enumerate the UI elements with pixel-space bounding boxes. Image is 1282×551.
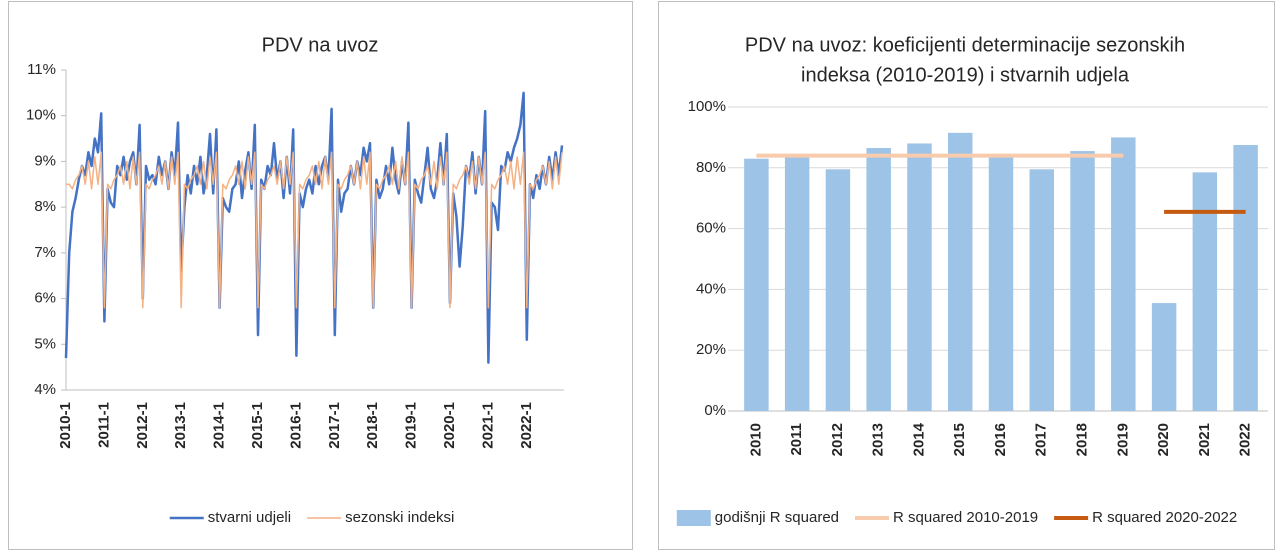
- bar: [744, 158, 769, 411]
- y-tick-label: 9%: [34, 152, 56, 169]
- x-tick-label: 2016-1: [287, 402, 304, 449]
- y-tick-label: 100%: [688, 98, 726, 115]
- chart-title: indeksa (2010-2019) i stvarnih udjela: [801, 64, 1130, 86]
- y-tick-label: 80%: [696, 159, 726, 176]
- x-tick-label: 2018-1: [364, 402, 381, 449]
- x-tick-label: 2014: [910, 422, 927, 456]
- x-tick-label: 2019-1: [403, 402, 420, 449]
- legend-label: R squared 2020-2022: [1092, 509, 1237, 526]
- x-tick-label: 2021-1: [479, 402, 496, 449]
- x-tick-label: 2015-1: [249, 402, 266, 449]
- bar: [825, 169, 851, 411]
- y-tick-label: 6%: [34, 290, 56, 307]
- y-tick-label: 5%: [34, 335, 56, 352]
- chart-title: PDV na uvoz: koeficijenti determinacije …: [745, 34, 1185, 56]
- x-tick-label: 2013: [870, 423, 887, 456]
- x-tick-label: 2010: [747, 423, 764, 456]
- y-tick-label: 8%: [34, 198, 56, 215]
- x-tick-label: 2012-1: [134, 402, 151, 449]
- y-tick-label: 0%: [704, 402, 726, 419]
- y-tick-label: 4%: [34, 381, 56, 398]
- x-tick-label: 2022-1: [518, 402, 535, 449]
- x-tick-label: 2019: [1114, 423, 1131, 456]
- y-tick-label: 20%: [696, 341, 726, 358]
- chart-title: PDV na uvoz: [262, 34, 379, 56]
- bar: [1029, 169, 1054, 411]
- x-tick-label: 2016: [992, 423, 1009, 456]
- y-tick-label: 10%: [26, 107, 56, 124]
- bar: [784, 155, 810, 411]
- x-tick-label: 2013-1: [172, 402, 189, 449]
- legend-label: R squared 2010-2019: [893, 509, 1038, 526]
- panel: [8, 1, 633, 550]
- y-tick-label: 7%: [34, 244, 56, 261]
- series-line: [66, 151, 563, 309]
- x-tick-label: 2011: [788, 423, 805, 456]
- x-tick-label: 2021: [1196, 423, 1213, 456]
- bar: [907, 143, 932, 412]
- legend-label: stvarni udjeli: [208, 509, 291, 526]
- bar: [1111, 137, 1136, 411]
- bar: [948, 132, 973, 411]
- x-tick-label: 2011-1: [95, 402, 112, 448]
- legend-label: sezonski indeksi: [345, 509, 454, 526]
- x-tick-label: 2018: [1074, 423, 1091, 456]
- y-tick-label: 60%: [696, 220, 726, 237]
- y-tick-label: 11%: [27, 61, 56, 78]
- x-tick-label: 2022: [1237, 423, 1254, 456]
- bar: [1070, 151, 1095, 411]
- x-tick-label: 2015: [951, 423, 968, 456]
- bar: [1151, 303, 1177, 411]
- x-tick-label: 2010-1: [57, 402, 74, 449]
- x-tick-label: 2020-1: [441, 402, 458, 449]
- bar: [866, 148, 891, 412]
- legend-label: godišnji R squared: [715, 509, 839, 526]
- x-tick-label: 2014-1: [211, 402, 228, 449]
- x-tick-label: 2020: [1155, 423, 1172, 456]
- legend-swatch: [676, 510, 711, 526]
- x-tick-label: 2017-1: [326, 402, 343, 449]
- x-tick-label: 2012: [829, 423, 846, 456]
- bar: [1233, 145, 1258, 411]
- bar: [1192, 172, 1218, 411]
- bar: [988, 157, 1014, 411]
- y-tick-label: 40%: [696, 280, 726, 297]
- x-tick-label: 2017: [1033, 423, 1050, 456]
